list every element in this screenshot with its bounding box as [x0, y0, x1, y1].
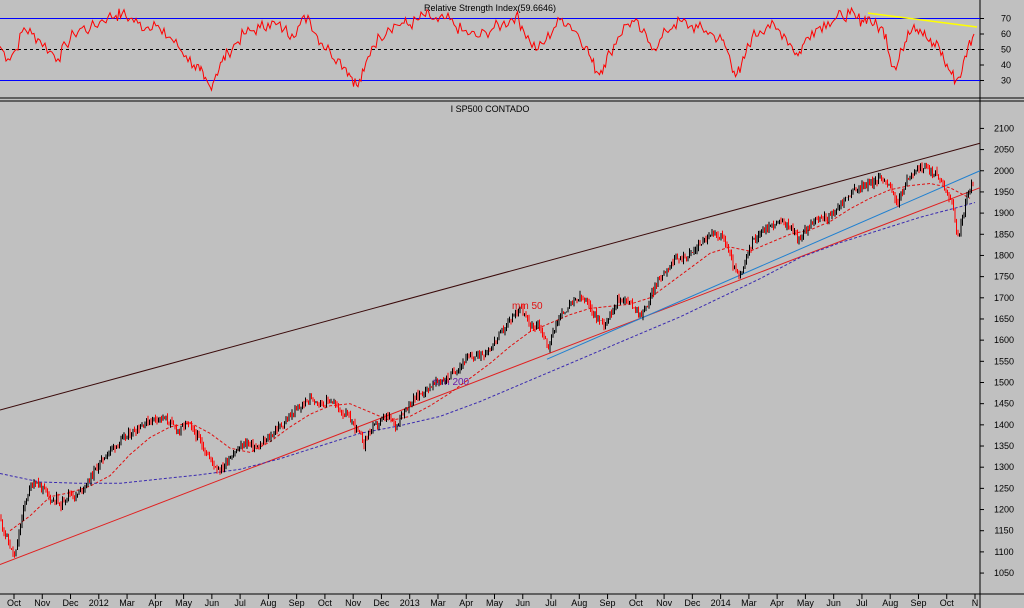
price-tick-label: 1100: [994, 547, 1013, 557]
date-tick-label: Jun: [826, 598, 841, 608]
date-tick-label: Jun: [205, 598, 220, 608]
lower-support-line: [0, 187, 981, 566]
price-tick-label: 2100: [994, 123, 1014, 133]
mm200-label: mm 200: [433, 377, 470, 388]
price-y-axis: 1050 1100 1150 1200 1250 1300 1350 1400 1450 1500…: [980, 123, 1014, 578]
date-tick-label: Apr: [148, 598, 162, 608]
date-tick-label: Aug: [260, 598, 276, 608]
date-tick-label: Jul: [545, 598, 557, 608]
rsi-tick-label: 60: [1001, 29, 1011, 39]
price-tick-label: 1200: [994, 505, 1014, 515]
date-tick-label: Dec: [373, 598, 390, 608]
date-tick-label: Apr: [770, 598, 784, 608]
price-tick-label: 1050: [994, 568, 1014, 578]
date-tick-label: Sep: [910, 598, 926, 608]
date-tick-label: Oct: [7, 598, 22, 608]
price-tick-label: 1150: [994, 526, 1013, 536]
mm50-line: [9, 182, 971, 532]
date-tick-label: Sep: [289, 598, 305, 608]
price-tick-label: 1950: [994, 187, 1014, 197]
price-title: I SP500 CONTADO: [451, 104, 530, 114]
date-tick-label: Nov: [656, 598, 673, 608]
date-tick-label: Apr: [459, 598, 473, 608]
date-tick-label: Jul: [856, 598, 868, 608]
date-tick-label: Dec: [63, 598, 80, 608]
price-plot: [0, 142, 981, 566]
rsi-tick-label: 50: [1001, 45, 1011, 55]
rsi-trendline: [867, 12, 978, 28]
price-tick-label: 1400: [994, 420, 1014, 430]
price-candles: [0, 162, 974, 558]
date-tick-label: May: [797, 598, 815, 608]
date-tick-label: May: [486, 598, 504, 608]
price-tick-label: 1850: [994, 229, 1014, 239]
date-tick-label: Jul: [234, 598, 246, 608]
date-tick-label: Oct: [629, 598, 644, 608]
rsi-panel: [0, 0, 980, 97]
date-tick-label: May: [175, 598, 193, 608]
date-x-axis: Oct Nov Dec 2012 Mar Apr May Jun Jul Aug Sep Oct Nov…: [7, 594, 978, 608]
date-tick-label: Jun: [516, 598, 531, 608]
rsi-title: Relative Strength Index(59.6646): [424, 3, 556, 13]
date-tick-label: 2012: [89, 598, 109, 608]
rsi-plot: [0, 6, 980, 92]
rsi-tick-label: 30: [1001, 76, 1011, 86]
price-tick-label: 1500: [994, 377, 1014, 387]
date-tick-label: Nov: [34, 598, 51, 608]
price-tick-label: 2000: [994, 166, 1014, 176]
price-tick-label: 1800: [994, 250, 1014, 260]
mm50-label: mm 50: [512, 301, 543, 312]
date-tick-label: 2013: [400, 598, 420, 608]
blue-support-line: [546, 170, 981, 360]
rsi-tick-label: 40: [1001, 60, 1011, 70]
date-tick-label: Dec: [684, 598, 701, 608]
upper-channel-line: [0, 142, 981, 411]
price-tick-label: 1450: [994, 399, 1014, 409]
date-tick-label: Mar: [119, 598, 135, 608]
price-tick-label: 1700: [994, 293, 1014, 303]
date-tick-label: Nov: [345, 598, 362, 608]
price-tick-label: 1300: [994, 462, 1014, 472]
mm200-line: [0, 202, 976, 484]
price-tick-label: 1900: [994, 208, 1014, 218]
rsi-line: [0, 6, 975, 92]
date-tick-label: Mar: [430, 598, 446, 608]
date-tick-label: Oct: [940, 598, 955, 608]
rsi-tick-label: 70: [1001, 14, 1011, 24]
date-tick-label: 2014: [711, 598, 731, 608]
date-tick-label: Mar: [741, 598, 757, 608]
rsi-y-axis: 30 40 50 60 70: [980, 14, 1011, 86]
date-tick-label: N: [972, 598, 979, 608]
date-tick-label: Sep: [600, 598, 616, 608]
price-tick-label: 1550: [994, 356, 1014, 366]
price-tick-label: 1650: [994, 314, 1014, 324]
price-tick-label: 1600: [994, 335, 1014, 345]
price-tick-label: 1750: [994, 272, 1014, 282]
date-tick-label: Aug: [882, 598, 898, 608]
price-tick-label: 1350: [994, 441, 1014, 451]
date-tick-label: Aug: [571, 598, 587, 608]
date-tick-label: Oct: [318, 598, 333, 608]
price-tick-label: 2050: [994, 145, 1014, 155]
price-tick-label: 1250: [994, 483, 1014, 493]
